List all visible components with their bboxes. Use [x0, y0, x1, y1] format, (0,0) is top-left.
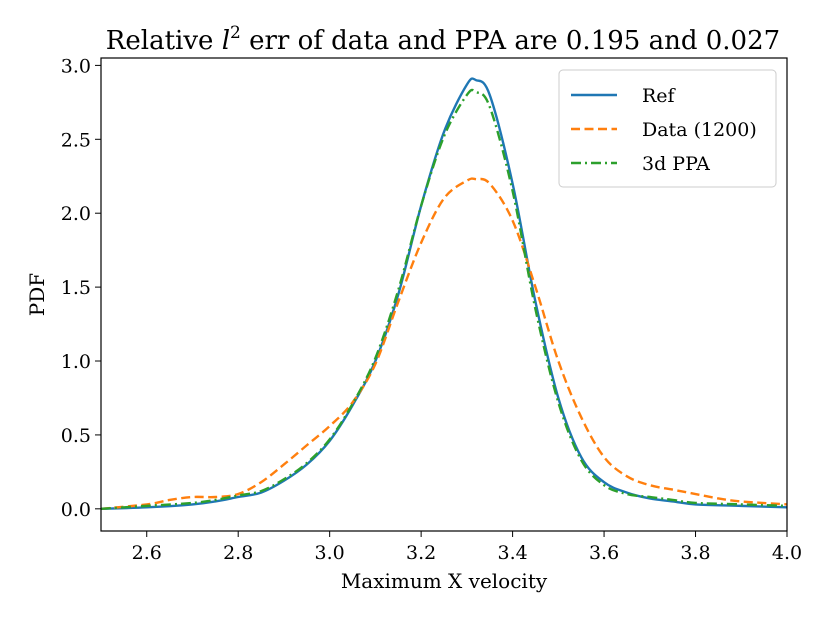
chart-title: Relative l2 err of data and PPA are 0.19…	[106, 23, 780, 56]
legend-label: 3d PPA	[642, 153, 710, 175]
x-axis-label: Maximum X velocity	[341, 569, 548, 593]
x-axis-ticks: 2.6 2.8 3.0 3.2 3.4 3.6 3.8 4.0	[132, 531, 802, 564]
x-tick-label: 4.0	[772, 542, 802, 564]
y-tick-label: 0.5	[61, 425, 91, 447]
series-line-3d-ppa	[101, 88, 787, 511]
legend-label: Ref	[642, 85, 677, 107]
x-tick-label: 3.2	[406, 542, 436, 564]
x-tick-label: 3.0	[315, 542, 345, 564]
plot-frame	[100, 57, 788, 532]
chart-title-variable: l	[222, 26, 230, 56]
y-tick-label: 1.0	[61, 351, 91, 373]
y-axis-ticks: 0.0 0.5 1.0 1.5 2.0 2.5 3.0	[61, 55, 101, 521]
x-tick-label: 3.6	[589, 542, 619, 564]
y-tick-label: 1.5	[61, 277, 91, 299]
series-line-data-1200	[101, 177, 787, 511]
x-tick-label: 2.6	[132, 542, 162, 564]
y-tick-label: 3.0	[61, 55, 91, 77]
x-tick-label: 2.8	[223, 542, 253, 564]
legend-box	[558, 69, 777, 188]
plot-area	[101, 77, 787, 511]
chart-title-prefix: Relative	[106, 26, 222, 56]
y-axis-label: PDF	[25, 273, 49, 316]
chart-title-superscript: 2	[230, 23, 241, 43]
x-tick-label: 3.4	[497, 542, 527, 564]
chart-title-suffix: err of data and PPA are 0.195 and 0.027	[241, 26, 780, 56]
legend: Ref Data (1200) 3d PPA	[558, 69, 777, 188]
y-tick-label: 2.0	[61, 203, 91, 225]
legend-label: Data (1200)	[642, 119, 757, 141]
y-tick-label: 2.5	[61, 129, 91, 151]
y-tick-label: 0.0	[61, 499, 91, 521]
x-tick-label: 3.8	[680, 542, 710, 564]
